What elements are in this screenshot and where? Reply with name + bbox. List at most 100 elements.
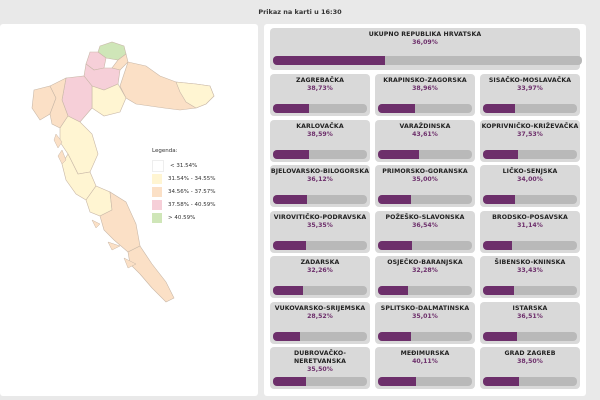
- county-tile[interactable]: KARLOVAČKA 38,59%: [270, 119, 370, 162]
- progress-bar: [378, 240, 472, 250]
- progress-bar: [378, 331, 472, 341]
- county-tile[interactable]: ŠIBENSKO-KNINSKA 33,43%: [480, 256, 580, 298]
- map-region-dubrovnik[interactable]: [127, 245, 175, 303]
- progress-bar: [483, 240, 577, 250]
- county-tile[interactable]: PRIMORSKO-GORANSKA 35,00%: [375, 165, 475, 207]
- progress-bar: [273, 286, 367, 295]
- county-tile[interactable]: GRAD ZAGREB 38,50%: [480, 347, 580, 389]
- progress-bar: [378, 149, 472, 159]
- tile-name: POŽEŠKO-SLAVONSKA: [385, 213, 465, 221]
- tile-value: 35,35%: [307, 221, 333, 229]
- legend-label: < 31.54%: [170, 162, 198, 169]
- tile-value: 38,59%: [307, 130, 333, 138]
- tile-name: MEĐIMURSKA: [400, 350, 450, 357]
- progress-fill: [273, 377, 307, 386]
- progress-bar: [378, 195, 472, 204]
- tile-name: VIROVITIČKO-PODRAVSKA: [273, 213, 367, 221]
- tile-value: 37,53%: [517, 130, 543, 138]
- county-tile[interactable]: DUBROVAČKO-NERETVANSKA 35,50%: [270, 347, 370, 389]
- tile-value: 43,61%: [412, 130, 438, 138]
- results-panel: UKUPNO REPUBLIKA HRVATSKA 36,09% ZAGREBA…: [264, 24, 586, 396]
- tile-value: 32,28%: [412, 267, 438, 274]
- county-tile[interactable]: BJELOVARSKO-BILOGORSKA 36,12%: [270, 165, 370, 207]
- progress-fill: [273, 56, 385, 65]
- tile-name: KARLOVAČKA: [296, 122, 344, 130]
- scrollbar[interactable]: [591, 24, 597, 396]
- tile-value: 35,50%: [307, 366, 333, 373]
- map-region-koprivnica[interactable]: [111, 53, 129, 71]
- tile-value: 36,09%: [412, 39, 438, 46]
- tile-name: OSJEČKO-BARANJSKA: [387, 259, 463, 266]
- county-tile[interactable]: VARAŽDINSKA 43,61%: [375, 119, 475, 162]
- county-tile[interactable]: ZAGREBAČKA 38,73%: [270, 74, 370, 116]
- progress-bar: [273, 56, 582, 65]
- county-tile[interactable]: ISTARSKA 36,51%: [480, 301, 580, 344]
- county-tile[interactable]: LIČKO-SENJSKA 34,00%: [480, 165, 580, 207]
- progress-bar: [378, 104, 472, 113]
- croatia-map[interactable]: [0, 24, 258, 396]
- progress-fill: [273, 195, 307, 204]
- tile-value: 34,00%: [517, 176, 543, 183]
- progress-fill: [483, 195, 515, 204]
- county-tile[interactable]: SISAČKO-MOSLAVAČKA 33,97%: [480, 74, 580, 116]
- progress-bar: [483, 149, 577, 159]
- progress-fill: [378, 240, 413, 250]
- tile-name: ŠIBENSKO-KNINSKA: [494, 259, 566, 266]
- progress-fill: [378, 104, 415, 113]
- legend-title: Legenda:: [152, 148, 178, 154]
- tile-name: VUKOVARSKO-SRIJEMSKA: [274, 304, 366, 312]
- county-tile[interactable]: SPLITSKO-DALMATINSKA 35,01%: [375, 301, 475, 344]
- tile-value: 35,01%: [412, 312, 438, 320]
- tile-name: DUBROVAČKO-NERETVANSKA: [293, 350, 347, 365]
- progress-fill: [483, 149, 519, 159]
- county-tile[interactable]: KOPRIVNIČKO-KRIŽEVAČKA 37,53%: [480, 119, 580, 162]
- progress-bar: [483, 377, 577, 386]
- tile-value: 33,97%: [517, 85, 543, 92]
- progress-fill: [483, 286, 515, 295]
- progress-bar: [483, 331, 577, 341]
- map-region-split[interactable]: [99, 191, 141, 253]
- map-region-sisak[interactable]: [91, 83, 127, 117]
- county-tile[interactable]: OSJEČKO-BARANJSKA 32,28%: [375, 256, 475, 298]
- county-tile[interactable]: VIROVITIČKO-PODRAVSKA 35,35%: [270, 210, 370, 253]
- progress-fill: [483, 377, 520, 386]
- tile-name: GRAD ZAGREB: [504, 350, 556, 357]
- progress-fill: [273, 104, 310, 113]
- legend-item: 37.58% - 40.59%: [152, 198, 215, 211]
- map-region-lika[interactable]: [59, 115, 99, 175]
- tile-name: BRODSKO-POSAVSKA: [492, 213, 568, 221]
- map-islands: [53, 133, 137, 269]
- tile-name: UKUPNO REPUBLIKA HRVATSKA: [368, 31, 482, 38]
- legend-swatch: [152, 173, 162, 184]
- progress-bar: [378, 377, 472, 386]
- tile-value: 38,50%: [517, 358, 543, 365]
- tile-value: 32,26%: [307, 267, 333, 274]
- county-tile[interactable]: MEĐIMURSKA 40,11%: [375, 347, 475, 389]
- progress-bar: [273, 104, 367, 113]
- county-tile[interactable]: ZADARSKA 32,26%: [270, 256, 370, 298]
- legend-item: > 40.59%: [152, 211, 215, 224]
- tile-name: BJELOVARSKO-BILOGORSKA: [270, 168, 370, 175]
- page-title: Prikaz na karti u 16:30: [258, 8, 342, 16]
- county-tile[interactable]: KRAPINSKO-ZAGORSKA 38,96%: [375, 74, 475, 116]
- progress-bar: [483, 286, 577, 295]
- total-tile[interactable]: UKUPNO REPUBLIKA HRVATSKA 36,09%: [270, 28, 582, 70]
- tile-name: ISTARSKA: [512, 304, 548, 312]
- tile-value: 35,00%: [412, 176, 438, 183]
- county-tile[interactable]: POŽEŠKO-SLAVONSKA 36,54%: [375, 210, 475, 253]
- county-tile[interactable]: VUKOVARSKO-SRIJEMSKA 28,52%: [270, 301, 370, 344]
- tile-value: 38,96%: [412, 85, 438, 92]
- progress-bar: [483, 195, 577, 204]
- county-tile[interactable]: BRODSKO-POSAVSKA 31,14%: [480, 210, 580, 253]
- legend-swatch: [152, 159, 164, 172]
- tile-name: ZAGREBAČKA: [296, 77, 344, 84]
- progress-fill: [378, 195, 411, 204]
- progress-bar: [273, 240, 367, 250]
- tile-value: 36,54%: [412, 221, 438, 229]
- map-region-osijek[interactable]: [175, 81, 215, 109]
- tile-name: SPLITSKO-DALMATINSKA: [380, 304, 470, 312]
- tile-value: 36,51%: [517, 312, 543, 320]
- map-legend: Legenda: < 31.54% 31.54% - 34.55% 34.56%…: [152, 148, 215, 224]
- tile-value: 33,43%: [517, 267, 543, 274]
- tile-name: PRIMORSKO-GORANSKA: [382, 168, 468, 175]
